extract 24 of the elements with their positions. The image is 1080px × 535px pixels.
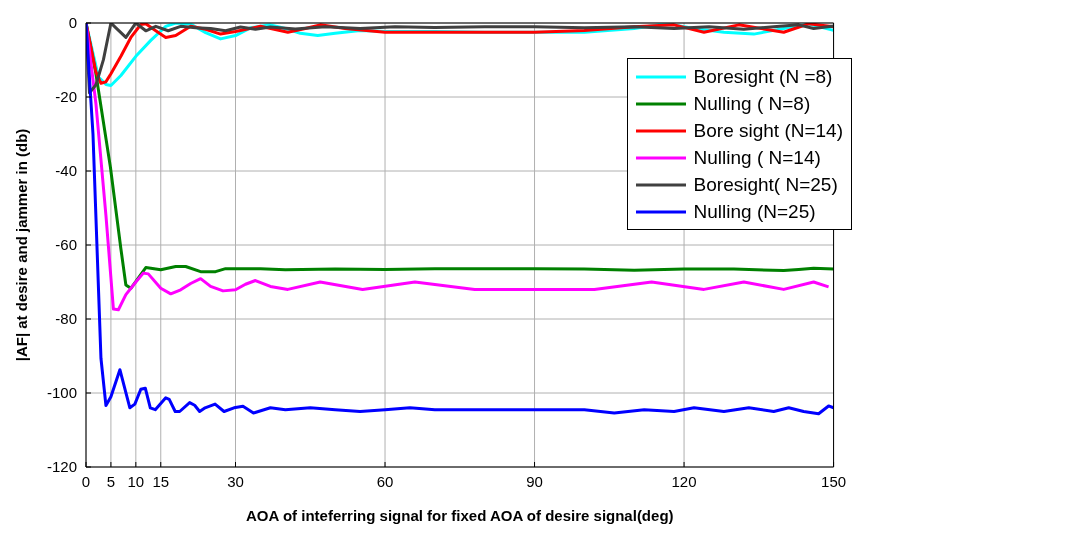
legend-label: Nulling ( N=8) bbox=[693, 92, 811, 116]
y-tick-label: -20 bbox=[55, 88, 77, 106]
legend-label: Nulling (N=25) bbox=[693, 200, 816, 224]
x-tick-label: 90 bbox=[526, 472, 543, 490]
y-tick-label: -80 bbox=[55, 310, 77, 328]
x-tick-label: 10 bbox=[127, 472, 145, 490]
x-tick-label: 30 bbox=[227, 472, 244, 490]
x-tick-label: 150 bbox=[821, 472, 847, 490]
legend-label: Nulling ( N=14) bbox=[693, 146, 821, 170]
x-tick-label: 5 bbox=[106, 472, 116, 490]
y-tick-label: -100 bbox=[46, 384, 77, 402]
y-tick-label: -40 bbox=[55, 162, 77, 180]
legend-label: Boresight (N =8) bbox=[693, 65, 833, 89]
legend-label: Boresight( N=25) bbox=[693, 173, 838, 197]
y-tick-label: -120 bbox=[46, 458, 77, 476]
x-axis-title: AOA of inteferring signal for fixed AOA of desire signal(deg) bbox=[246, 507, 674, 524]
x-tick-label: 0 bbox=[81, 472, 91, 490]
x-tick-label: 15 bbox=[152, 472, 170, 490]
y-axis-title: |AF| at desire and jammer in (db) bbox=[13, 128, 31, 362]
y-tick-label: 0 bbox=[68, 14, 77, 32]
legend-label: Bore sight (N=14) bbox=[693, 119, 843, 143]
y-tick-label: -60 bbox=[55, 236, 77, 254]
x-tick-label: 120 bbox=[671, 472, 697, 490]
x-tick-label: 60 bbox=[376, 472, 394, 490]
